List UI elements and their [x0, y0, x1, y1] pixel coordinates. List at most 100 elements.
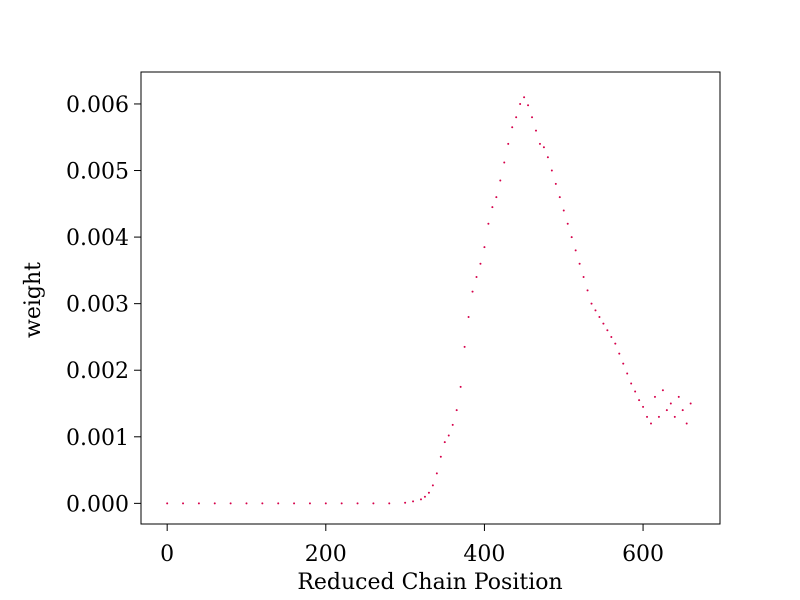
data-point — [582, 276, 585, 279]
data-point — [634, 390, 637, 393]
data-point — [562, 209, 565, 212]
data-point — [479, 262, 482, 265]
data-point — [182, 502, 185, 505]
data-point — [515, 116, 518, 119]
data-point — [451, 423, 454, 426]
data-point — [467, 315, 470, 318]
data-point — [542, 146, 545, 149]
y-tick-label: 0.004 — [66, 226, 129, 251]
data-point — [630, 382, 633, 385]
data-point — [483, 246, 486, 249]
data-point — [677, 395, 680, 398]
data-point — [519, 102, 522, 105]
data-point — [491, 206, 494, 209]
plot-frame — [140, 71, 721, 525]
data-point — [419, 498, 422, 501]
data-point — [566, 222, 569, 225]
data-point — [166, 502, 169, 505]
data-point — [657, 415, 660, 418]
data-point — [554, 182, 557, 185]
data-point — [661, 389, 664, 392]
data-point — [614, 342, 617, 345]
data-point — [293, 502, 296, 505]
y-axis-ticks: 0.000 0.001 0.002 0.003 0.004 0.005 0.006 — [66, 93, 141, 517]
data-point — [669, 402, 672, 405]
data-point — [681, 409, 684, 412]
data-point — [463, 345, 466, 348]
data-point — [423, 495, 426, 498]
data-point — [459, 385, 462, 388]
data-point — [602, 322, 605, 325]
data-point — [213, 502, 216, 505]
data-point — [642, 405, 645, 408]
data-point — [495, 196, 498, 199]
data-point — [229, 502, 232, 505]
data-point — [598, 315, 601, 318]
x-tick-label: 200 — [305, 542, 347, 567]
data-point — [638, 399, 641, 402]
data-point — [558, 196, 561, 199]
data-point — [427, 491, 430, 494]
data-point — [570, 236, 573, 239]
data-point — [439, 455, 442, 458]
x-tick-label: 600 — [622, 542, 664, 567]
data-point — [626, 372, 629, 375]
data-point — [372, 502, 375, 505]
data-point — [618, 352, 621, 355]
data-point — [412, 500, 415, 503]
data-point — [507, 142, 510, 145]
x-axis-label: Reduced Chain Position — [297, 570, 562, 595]
data-point — [435, 472, 438, 475]
data-point — [527, 104, 530, 107]
data-point — [531, 116, 534, 119]
data-point — [499, 179, 502, 182]
data-point — [523, 96, 526, 99]
data-point — [649, 422, 652, 425]
data-point — [586, 289, 589, 292]
data-point — [594, 309, 597, 312]
data-point — [475, 276, 478, 279]
y-tick-label: 0.006 — [66, 93, 129, 118]
data-points — [166, 96, 692, 505]
data-point — [673, 415, 676, 418]
data-point — [689, 402, 692, 405]
data-point — [646, 415, 649, 418]
y-tick-label: 0.000 — [66, 492, 129, 517]
data-point — [665, 409, 668, 412]
data-point — [610, 335, 613, 338]
data-point — [471, 290, 474, 293]
data-point — [431, 484, 434, 487]
y-tick-label: 0.003 — [66, 293, 129, 318]
data-point — [340, 502, 343, 505]
data-point — [356, 502, 359, 505]
data-point — [487, 222, 490, 225]
data-point — [653, 395, 656, 398]
data-point — [388, 502, 391, 505]
x-axis-ticks: 0 200 400 600 — [160, 524, 664, 567]
data-point — [590, 302, 593, 305]
data-point — [277, 502, 280, 505]
x-tick-label: 0 — [160, 542, 174, 567]
data-point — [574, 249, 577, 252]
y-tick-label: 0.005 — [66, 160, 129, 185]
data-point — [308, 502, 311, 505]
x-tick-label: 400 — [463, 542, 505, 567]
data-point — [261, 502, 264, 505]
data-point — [534, 129, 537, 132]
data-point — [546, 156, 549, 159]
y-tick-label: 0.002 — [66, 359, 129, 384]
data-point — [197, 502, 200, 505]
data-point — [622, 362, 625, 365]
data-point — [606, 329, 609, 332]
data-point — [685, 422, 688, 425]
data-point — [511, 126, 514, 129]
data-point — [538, 142, 541, 145]
data-point — [503, 161, 506, 164]
data-point — [578, 262, 581, 265]
data-point — [447, 434, 450, 437]
data-point — [324, 502, 327, 505]
data-point — [404, 501, 407, 504]
data-point — [455, 409, 458, 412]
data-point — [443, 441, 446, 444]
